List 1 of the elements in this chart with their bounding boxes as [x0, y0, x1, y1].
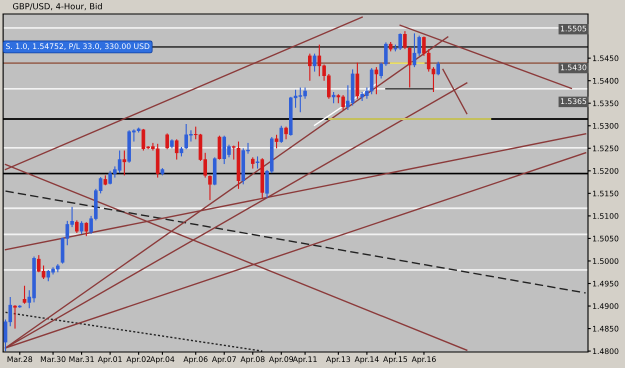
chart-title: GBP/USD, 4-Hour, Bid [12, 2, 102, 10]
